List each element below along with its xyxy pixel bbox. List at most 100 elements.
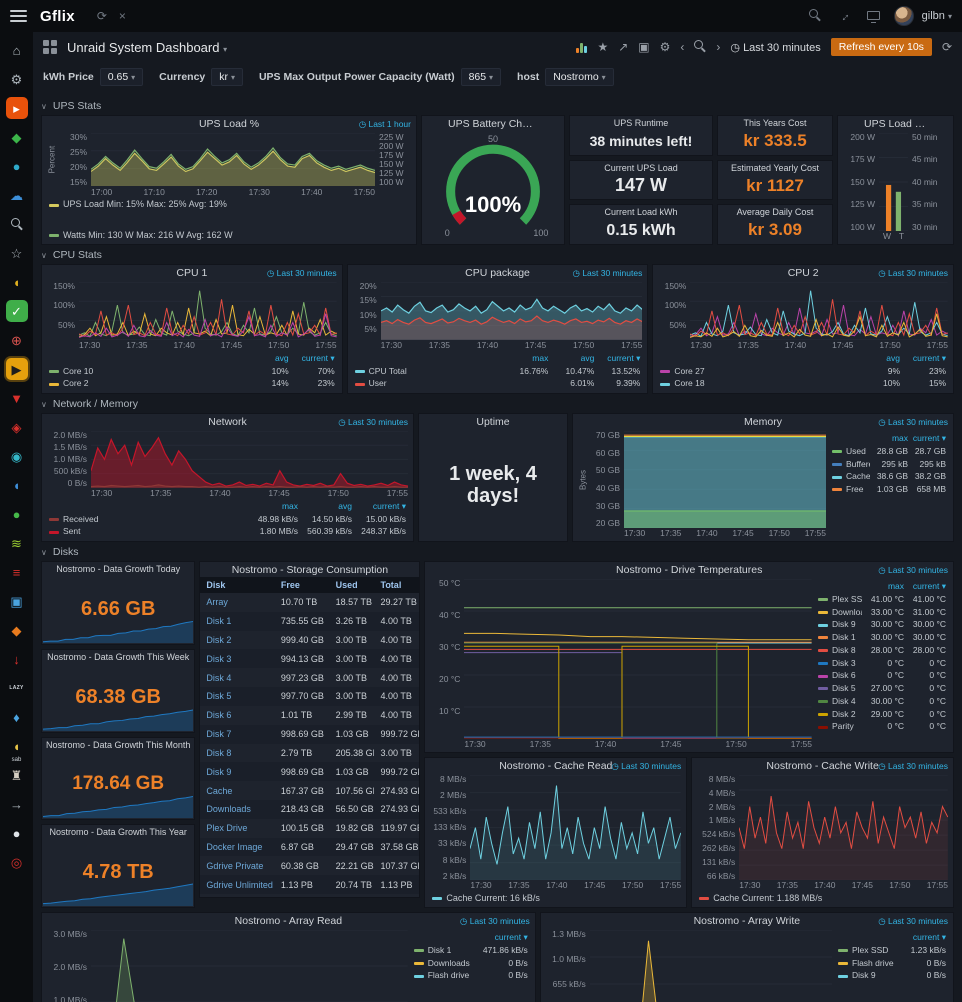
panel-title[interactable]: Uptime (476, 416, 510, 428)
legend-sort-max[interactable]: max (887, 581, 904, 591)
legend-sort-max[interactable]: max (532, 352, 549, 363)
panel-title[interactable]: This Years Cost (743, 118, 807, 128)
legend-sort-current[interactable]: current ▾ (301, 352, 335, 363)
variable-value-dropdown[interactable]: Nostromo ▾ (545, 68, 614, 86)
shortcut-drop-blue-icon[interactable]: ♦ (13, 709, 20, 725)
legend-series-toggle[interactable]: Received (49, 513, 244, 526)
shortcut-check-green-icon[interactable]: ✓ (5, 300, 28, 322)
column-header[interactable]: Total (374, 577, 420, 593)
panel-title[interactable]: UPS Battery Charge (448, 118, 544, 130)
legend-series-toggle[interactable]: Core 18 (660, 377, 854, 390)
search-icon[interactable] (6, 213, 28, 235)
dashboard-picker-icon[interactable] (43, 39, 58, 55)
shortcut-shield-red-icon[interactable]: ▼ (10, 390, 23, 406)
legend-sort-current[interactable]: current ▾ (912, 581, 946, 591)
share-icon[interactable]: ↗ (618, 40, 629, 54)
legend-sort-max[interactable]: max (891, 433, 908, 443)
panel-title[interactable]: Nostromo - Data Growth This Year (49, 827, 187, 838)
legend-sort-current[interactable]: current ▾ (912, 932, 946, 942)
legend-series-toggle[interactable]: Disk 8 (818, 644, 862, 657)
save-dashboard-icon[interactable]: ▣ (638, 40, 650, 54)
shortcut-sabnzbd-icon[interactable]: ◖ sab (6, 735, 28, 764)
legend-sort-current[interactable]: current ▾ (912, 433, 946, 443)
legend-series-toggle[interactable]: Sent (49, 525, 244, 538)
settings-icon[interactable]: ⚙ (10, 71, 23, 87)
fullscreen-icon[interactable]: ↔ (834, 6, 853, 26)
shortcut-target-red-icon[interactable]: ◎ (10, 854, 23, 870)
dashboard-title[interactable]: Unraid System Dashboard ▾ (67, 39, 228, 55)
variable-value-dropdown[interactable]: kr ▾ (211, 68, 243, 86)
home-icon[interactable]: ⌂ (12, 42, 21, 58)
legend-sort-current[interactable]: current ▾ (372, 500, 406, 511)
shortcut-diamond-green-icon[interactable]: ◆ (11, 129, 22, 145)
legend-series-toggle[interactable]: Disk 2 (818, 708, 862, 721)
section-header-ups[interactable]: ∨ UPS Stats (41, 100, 102, 112)
zoom-out-icon[interactable] (694, 40, 706, 54)
shortcut-wave-blue-icon[interactable]: ◖ (12, 477, 21, 493)
user-avatar[interactable] (893, 6, 914, 26)
panel-title[interactable]: Current Load kWh (604, 207, 678, 218)
legend-sort-avg[interactable]: avg (886, 352, 901, 363)
user-menu[interactable]: gilbn ▾ (921, 10, 952, 22)
refresh-interval-button[interactable]: Refresh every 10s (830, 38, 932, 56)
legend-series-toggle[interactable]: Disk 1 (413, 944, 476, 957)
menu-toggle-button[interactable] (10, 10, 27, 22)
legend-sort-current[interactable]: current ▾ (494, 932, 528, 942)
legend-series-toggle[interactable]: Core 2 (49, 377, 243, 390)
legend-series-toggle[interactable]: Disk 6 (818, 669, 862, 682)
legend-series-toggle[interactable]: Free (832, 483, 870, 496)
legend-series-toggle[interactable]: Disk 5 (818, 682, 862, 695)
legend-series-toggle[interactable]: Used (832, 445, 870, 458)
legend-series-toggle[interactable]: CPU Total (354, 365, 503, 378)
panel-title[interactable]: Nostromo - Data Growth This Week (47, 651, 190, 662)
shortcut-lazylibrarian-icon[interactable]: LAZY (9, 684, 24, 691)
section-header-cpu[interactable]: ∨ CPU Stats (41, 249, 102, 261)
panel-title[interactable]: UPS Runtime (613, 118, 669, 128)
shortcut-eye-teal-icon[interactable]: ◉ (10, 448, 23, 464)
shortcut-gem-red-icon[interactable]: ◈ (11, 419, 22, 435)
panel-title[interactable]: Nostromo - Storage Consumption (231, 564, 389, 576)
section-header-network-memory[interactable]: ∨ Network / Memory (41, 398, 139, 410)
legend-sort-avg[interactable]: avg (338, 500, 352, 511)
shortcut-unraid-icon[interactable]: ▸ (5, 97, 28, 119)
legend-series-toggle[interactable]: Flash drive (838, 957, 900, 970)
shortcut-plex-icon[interactable]: ▶ (5, 358, 28, 380)
legend-sort-current[interactable]: current ▾ (912, 352, 947, 363)
legend-series-toggle[interactable]: Disk 9 (838, 969, 900, 982)
shortcut-tools-icon[interactable]: ⊕ (11, 332, 22, 348)
github-icon[interactable]: ● (12, 825, 21, 841)
legend-series-toggle[interactable]: Core 10 (49, 365, 243, 378)
shortcut-arrow-down-red-icon[interactable]: ↓ (13, 651, 20, 667)
legend-series-toggle[interactable]: Parity (818, 720, 862, 733)
column-header[interactable]: Used (329, 577, 375, 593)
legend-sort-max[interactable]: max (281, 500, 298, 511)
variable-value-dropdown[interactable]: 865 ▾ (460, 68, 502, 86)
legend-series-toggle[interactable]: UPS Load Min: 15% Max: 25% Avg: 19% (49, 199, 227, 210)
legend-series-toggle[interactable]: Disk 3 (818, 657, 862, 670)
panel-title[interactable]: Nostromo - Data Growth Today (56, 564, 181, 574)
shortcut-circle-teal-icon[interactable]: ● (12, 158, 21, 174)
legend-series-toggle[interactable]: Plex SSD (838, 944, 900, 957)
shortcut-kodi-icon[interactable]: ◖ (12, 274, 21, 290)
shortcut-diamond-orange-icon[interactable]: ◆ (11, 622, 22, 638)
legend-series-toggle[interactable]: Cache Current: 16 kB/s (432, 893, 540, 904)
shortcut-cloud-icon[interactable]: ☁ (10, 187, 23, 203)
shortcut-camera-blue-icon[interactable]: ▣ (10, 593, 23, 609)
legend-series-toggle[interactable]: Core 27 (660, 365, 854, 378)
panel-title[interactable]: UPS Load vs Time left (864, 118, 953, 130)
shortcut-stripes-red-icon[interactable]: ≡ (12, 564, 21, 580)
time-backward-icon[interactable]: ‹ (680, 40, 685, 54)
legend-series-toggle[interactable]: Disk 4 (818, 695, 862, 708)
panel-title[interactable]: Current UPS Load (604, 162, 678, 173)
legend-series-toggle[interactable]: Downloads (413, 957, 476, 970)
legend-series-toggle[interactable]: Watts Min: 130 W Max: 216 W Avg: 162 W (49, 230, 233, 241)
favorite-star-icon[interactable]: ★ (597, 40, 609, 54)
refresh-icon[interactable]: ⟳ (941, 40, 952, 54)
cycle-view-icon[interactable]: ⟳ (96, 9, 107, 23)
legend-series-toggle[interactable]: Cache Current: 1.188 MB/s (699, 893, 822, 904)
panel-title[interactable]: Nostromo - Drive Temperatures (616, 564, 763, 576)
legend-series-toggle[interactable]: Downloads (818, 606, 862, 619)
legend-series-toggle[interactable]: Disk 1 (818, 631, 862, 644)
analytics-icon[interactable] (576, 42, 588, 53)
panel-title[interactable]: Average Daily Cost (736, 207, 814, 218)
